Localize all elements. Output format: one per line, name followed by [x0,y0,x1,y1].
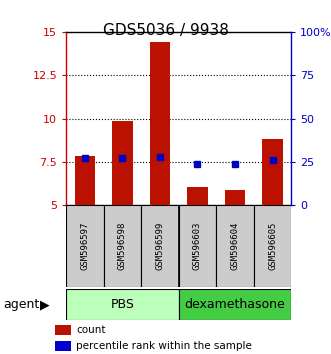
Text: PBS: PBS [111,298,134,311]
Bar [254,205,291,287]
Bar [141,205,179,287]
Text: GSM596599: GSM596599 [156,222,165,270]
Text: GSM596605: GSM596605 [268,222,277,270]
Text: GSM596603: GSM596603 [193,222,202,270]
Text: ▶: ▶ [40,298,50,311]
Bar [150,42,170,205]
Bar [104,205,141,287]
Text: GSM596597: GSM596597 [80,222,89,270]
Text: GDS5036 / 9938: GDS5036 / 9938 [103,23,228,38]
Bar [66,289,179,320]
Text: count: count [76,325,106,335]
Bar [75,156,95,205]
Text: percentile rank within the sample: percentile rank within the sample [76,341,252,351]
Text: dexamethasone: dexamethasone [185,298,285,311]
Bar [179,205,216,287]
Bar [112,121,133,205]
Text: agent: agent [3,298,40,311]
Bar [262,138,283,205]
Text: GSM596598: GSM596598 [118,222,127,270]
Bar [179,289,291,320]
Bar [55,341,71,351]
Text: GSM596604: GSM596604 [230,222,240,270]
Bar [55,325,71,335]
Bar [66,205,104,287]
Bar [225,190,245,205]
Bar [187,187,208,205]
Bar [216,205,254,287]
